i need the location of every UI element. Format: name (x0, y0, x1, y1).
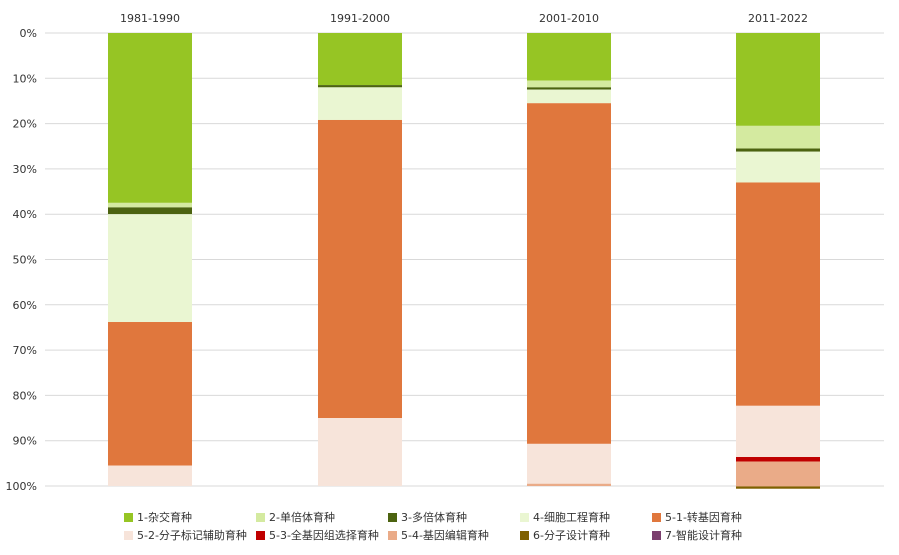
legend-label: 5-3-全基因组选择育种 (269, 529, 379, 542)
bar-segment (527, 443, 611, 484)
y-tick-label: 40% (13, 208, 37, 221)
legend-label: 3-多倍体育种 (401, 511, 467, 524)
y-tick-label: 80% (13, 389, 37, 402)
legend-swatch (124, 530, 133, 540)
bar-segment (108, 207, 192, 215)
category-labels: 1981-1990 1991-2000 2001-2010 2011-2022 (120, 12, 808, 25)
bar-segment (108, 202, 192, 208)
legend-label: 2-单倍体育种 (269, 511, 335, 524)
y-tick-label: 20% (13, 118, 37, 131)
legend-item: 5-1-转基因育种 (652, 509, 742, 525)
bar-segment (527, 87, 611, 90)
bar-segment (527, 483, 611, 486)
bar-segment (318, 119, 402, 419)
legend-item: 5-2-分子标记辅助育种 (124, 527, 247, 543)
y-tick-label: 90% (13, 435, 37, 448)
y-tick-label: 70% (13, 344, 37, 357)
y-tick-label: 60% (13, 299, 37, 312)
bar-segment (318, 418, 402, 486)
legend-item: 1-杂交育种 (124, 509, 192, 525)
bar-segment (108, 322, 192, 466)
legend-label: 6-分子设计育种 (533, 529, 610, 542)
legend-label: 1-杂交育种 (137, 511, 192, 524)
bar-segment (527, 33, 611, 81)
legend-item: 6-分子设计育种 (520, 527, 610, 543)
legend-swatch (388, 530, 397, 540)
legend-swatch (652, 512, 661, 522)
legend-label: 4-细胞工程育种 (533, 511, 610, 524)
bar-segment (736, 457, 820, 462)
bar-segment (736, 486, 820, 489)
bar-segment (736, 125, 820, 149)
y-tick-label: 100% (6, 480, 37, 493)
bar-segment (527, 89, 611, 104)
legend-item: 3-多倍体育种 (388, 509, 467, 525)
bar-segment (527, 80, 611, 88)
y-tick-label: 0% (20, 27, 37, 40)
legend-swatch (388, 512, 397, 522)
bar-segment (736, 33, 820, 126)
legend-swatch (652, 530, 661, 540)
legend-label: 5-2-分子标记辅助育种 (137, 529, 247, 542)
legend-swatch (520, 512, 529, 522)
y-axis-tick-labels: 0% 10% 20% 30% 40% 50% 60% 70% 80% 90% 100% (6, 27, 37, 493)
legend-item: 7-智能设计育种 (652, 527, 742, 543)
bar-segment (736, 151, 820, 183)
category-label: 1981-1990 (120, 12, 180, 25)
y-tick-label: 30% (13, 163, 37, 176)
bar-segment (318, 33, 402, 86)
legend-item: 4-细胞工程育种 (520, 509, 610, 525)
legend-label: 7-智能设计育种 (665, 529, 742, 542)
y-tick-label: 10% (13, 72, 37, 85)
bar-segment (108, 33, 192, 203)
legend-item: 5-4-基因编辑育种 (388, 527, 489, 543)
legend-swatch (256, 512, 265, 522)
category-label: 2001-2010 (539, 12, 599, 25)
bar-segment (108, 214, 192, 323)
legend-label: 5-1-转基因育种 (665, 511, 742, 524)
bar-segment (527, 103, 611, 444)
legend-swatch (124, 512, 133, 522)
legend-swatch (256, 530, 265, 540)
legend-item: 5-3-全基因组选择育种 (256, 527, 379, 543)
bar-segment (736, 461, 820, 487)
bar-segment (736, 182, 820, 406)
legend-item: 2-单倍体育种 (256, 509, 335, 525)
bar-segment (318, 85, 402, 88)
bar-segment (736, 405, 820, 458)
bar-segment (108, 465, 192, 486)
bar-segment (318, 87, 402, 120)
bar-segment (736, 148, 820, 152)
category-label: 1991-2000 (330, 12, 390, 25)
category-label: 2011-2022 (748, 12, 808, 25)
legend-swatch (520, 530, 529, 540)
legend-label: 5-4-基因编辑育种 (401, 529, 489, 542)
bars (108, 33, 820, 489)
y-tick-label: 50% (13, 254, 37, 267)
